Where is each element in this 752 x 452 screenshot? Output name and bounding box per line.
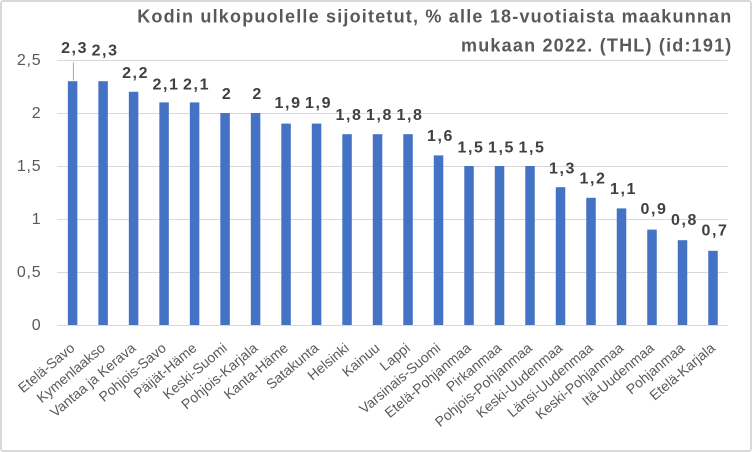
svg-text:0,5: 0,5 <box>17 264 42 281</box>
svg-text:1,1: 1,1 <box>610 181 637 198</box>
svg-text:1,5: 1,5 <box>518 139 545 156</box>
svg-text:1,6: 1,6 <box>427 128 454 145</box>
svg-text:2,1: 2,1 <box>153 77 180 94</box>
svg-text:0,8: 0,8 <box>671 212 698 229</box>
svg-text:1,5: 1,5 <box>458 139 485 156</box>
svg-text:0,7: 0,7 <box>701 223 728 240</box>
svg-text:1,5: 1,5 <box>17 158 42 175</box>
svg-text:0: 0 <box>32 317 42 334</box>
svg-text:2: 2 <box>252 86 263 103</box>
svg-text:1: 1 <box>32 211 42 228</box>
svg-text:1,9: 1,9 <box>275 95 302 112</box>
svg-text:mukaan 2022. (THL) (id:191): mukaan 2022. (THL) (id:191) <box>461 36 732 56</box>
svg-text:1,9: 1,9 <box>305 95 332 112</box>
svg-text:1,3: 1,3 <box>549 161 576 178</box>
svg-text:2,1: 2,1 <box>183 77 210 94</box>
svg-text:0,9: 0,9 <box>640 201 667 218</box>
svg-text:1,8: 1,8 <box>336 107 363 124</box>
svg-text:2,5: 2,5 <box>17 52 42 69</box>
svg-text:2,3: 2,3 <box>61 40 88 57</box>
svg-text:2: 2 <box>222 86 233 103</box>
svg-text:1,2: 1,2 <box>579 171 606 188</box>
svg-text:2: 2 <box>32 105 42 122</box>
svg-text:Kodin ulkopuolelle sijoitetut,: Kodin ulkopuolelle sijoitetut, % alle 18… <box>137 7 732 27</box>
svg-text:2,2: 2,2 <box>122 65 149 82</box>
svg-text:2,3: 2,3 <box>92 43 119 60</box>
svg-text:1,8: 1,8 <box>366 107 393 124</box>
svg-text:1,5: 1,5 <box>488 139 515 156</box>
svg-text:1,8: 1,8 <box>397 107 424 124</box>
